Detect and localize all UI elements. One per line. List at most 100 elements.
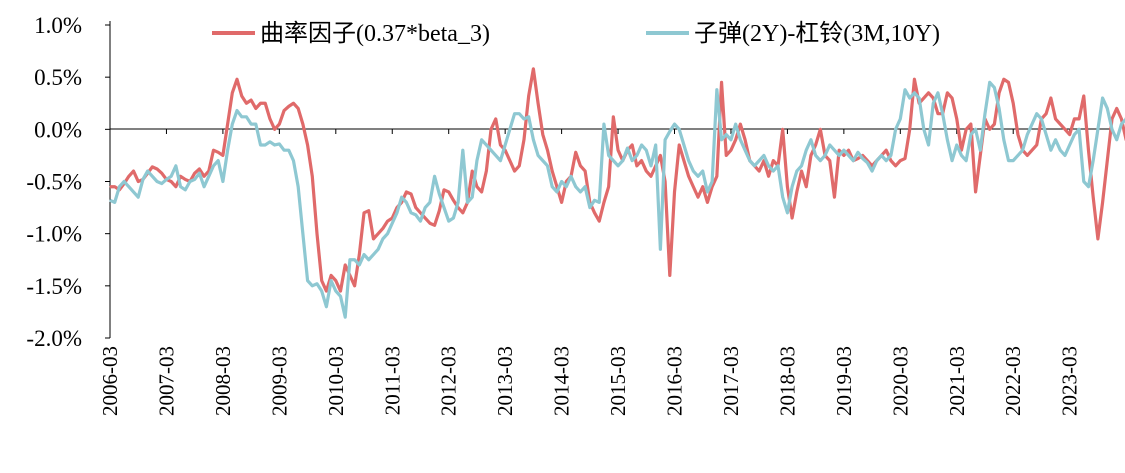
data-point (137, 196, 139, 198)
x-tick-label: 2012-03 (437, 346, 461, 416)
data-point (401, 196, 403, 198)
data-point (283, 109, 285, 112)
data-point (466, 201, 469, 203)
data-point (109, 186, 111, 188)
data-point (683, 144, 685, 146)
data-point (871, 165, 873, 167)
data-point (471, 170, 473, 172)
data-point (800, 170, 803, 172)
data-point (565, 186, 567, 188)
data-point (570, 175, 572, 177)
data-point (617, 149, 619, 151)
data-point (377, 248, 379, 250)
legend-label-series1: 曲率因子(0.37*beta_3) (260, 20, 490, 47)
data-point (410, 193, 412, 195)
data-point (688, 175, 690, 177)
data-point (429, 222, 431, 224)
x-tick-label: 2008-03 (211, 346, 235, 416)
data-point (744, 139, 746, 141)
data-point (132, 191, 135, 193)
data-point (363, 212, 365, 214)
data-point (1036, 144, 1038, 146)
data-point (636, 165, 638, 167)
data-point (1017, 154, 1019, 157)
data-point (716, 175, 718, 177)
data-point (669, 274, 671, 276)
data-point (509, 128, 511, 130)
data-point (720, 139, 723, 141)
series-layer (109, 67, 1125, 319)
data-point (1073, 118, 1075, 120)
data-point (1059, 149, 1061, 151)
data-point (537, 102, 539, 104)
data-point (880, 154, 883, 157)
data-point (829, 144, 831, 146)
data-point (231, 123, 233, 125)
data-point (438, 193, 440, 195)
data-point (147, 170, 149, 172)
data-point (937, 92, 939, 94)
data-point (843, 154, 845, 157)
data-point (579, 191, 582, 193)
data-point (377, 233, 379, 235)
data-point (151, 166, 153, 168)
data-point (292, 160, 295, 162)
data-point (1101, 97, 1104, 99)
data-point (1092, 160, 1094, 162)
data-point (584, 186, 586, 188)
data-point (932, 97, 934, 99)
x-tick-label: 2017-03 (719, 346, 743, 416)
data-point (561, 180, 563, 183)
data-point (612, 160, 614, 162)
data-point (292, 102, 295, 104)
data-point (532, 68, 534, 70)
data-point (481, 139, 483, 141)
data-point (998, 92, 1000, 94)
data-point (283, 149, 285, 151)
y-tick-label: 0.0% (34, 117, 82, 142)
data-point (118, 186, 121, 188)
data-point (194, 172, 196, 174)
data-point (688, 160, 690, 162)
series-line-1 (110, 67, 1125, 293)
data-point (796, 170, 798, 172)
data-point (885, 149, 887, 151)
data-point (419, 212, 422, 214)
data-point (678, 128, 680, 130)
data-point (499, 144, 502, 146)
data-point (344, 264, 346, 266)
data-point (1078, 118, 1080, 120)
data-point (227, 123, 229, 125)
data-point (772, 170, 774, 172)
x-tick-label: 2016-03 (663, 346, 687, 416)
data-point (1083, 180, 1085, 183)
data-point (424, 217, 426, 219)
data-point (862, 157, 864, 160)
data-point (763, 154, 765, 157)
data-point (589, 206, 591, 209)
data-point (165, 178, 168, 181)
data-point (706, 201, 709, 203)
data-point (960, 149, 963, 151)
data-point (490, 149, 492, 151)
series-line-2 (109, 80, 1125, 319)
data-point (1111, 118, 1113, 120)
data-point (499, 160, 502, 162)
data-point (429, 201, 431, 203)
data-point (311, 285, 313, 287)
data-point (608, 154, 610, 157)
data-point (128, 186, 130, 188)
data-point (208, 170, 210, 172)
data-point (419, 220, 422, 222)
data-point (1036, 113, 1038, 115)
data-point (979, 154, 981, 157)
data-point (909, 128, 911, 130)
data-point (636, 154, 638, 157)
data-point (288, 105, 290, 107)
data-point (989, 128, 991, 130)
data-point (513, 170, 516, 172)
x-tick-label: 2022-03 (1001, 346, 1025, 416)
data-point (655, 144, 657, 146)
data-point (890, 154, 892, 157)
data-point (767, 175, 770, 177)
